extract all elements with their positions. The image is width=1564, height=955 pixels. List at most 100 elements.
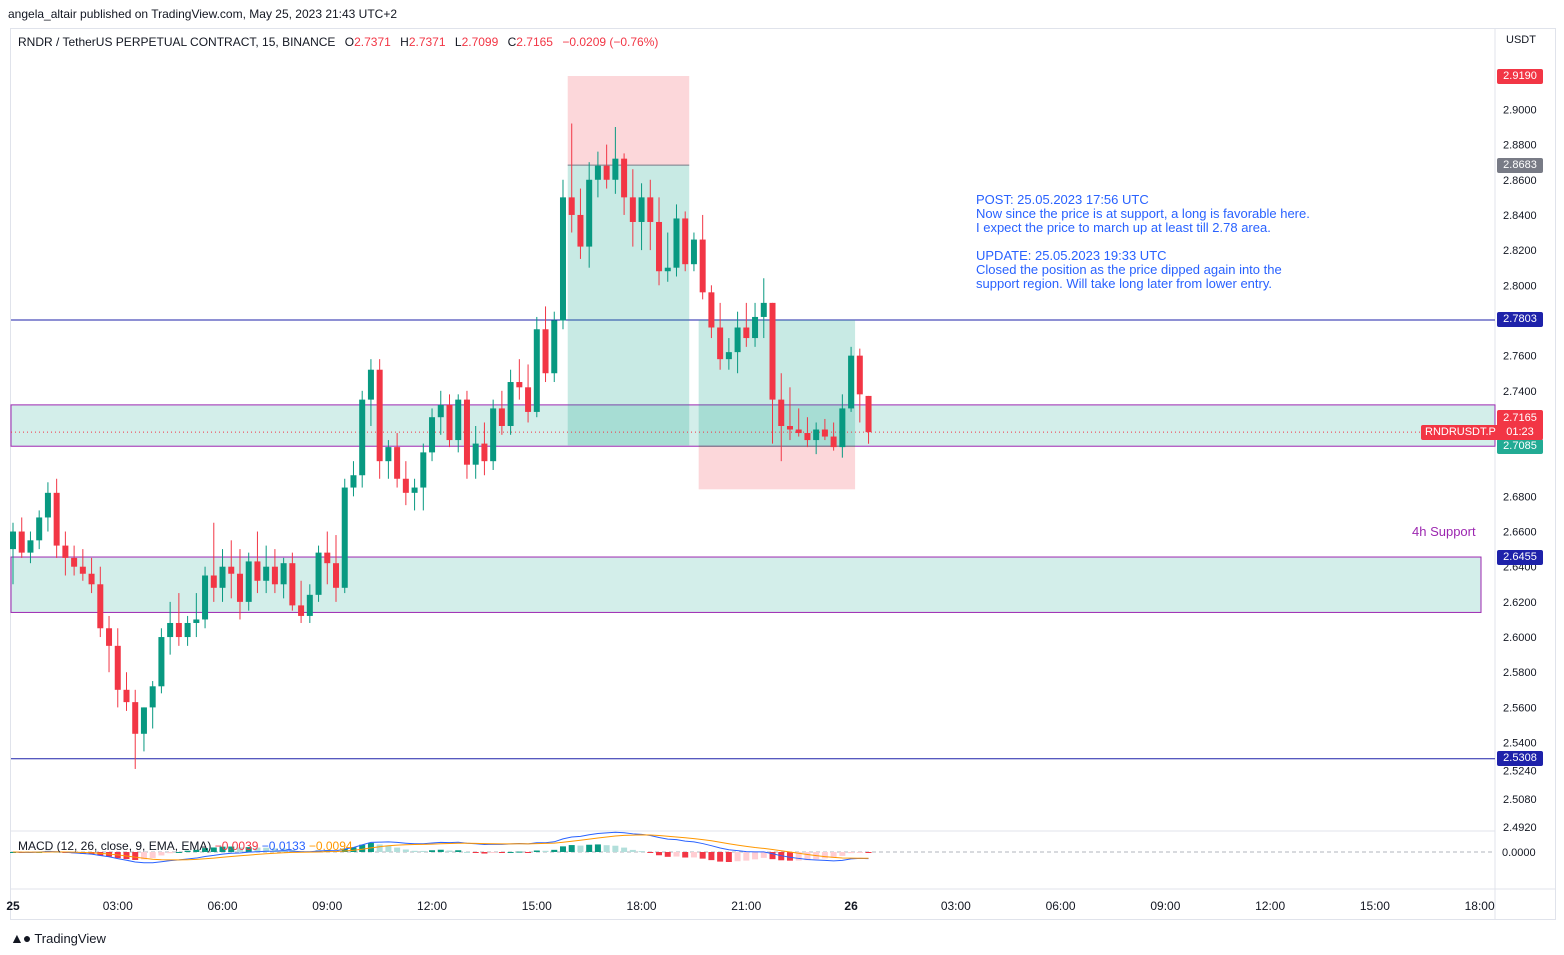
y-tick-label: 2.7400 (1503, 386, 1537, 398)
macd-signal-value: −0.0094 (308, 839, 353, 853)
x-tick-label: 18:00 (1465, 899, 1495, 913)
position-stop-zone (567, 76, 690, 166)
candle-body (708, 292, 715, 328)
macd-histogram-bar (734, 852, 741, 862)
candle-body (594, 165, 601, 180)
candle-body (542, 329, 549, 374)
macd-histogram-bar (551, 849, 558, 852)
candle-body (830, 436, 837, 448)
candle-body (690, 239, 697, 265)
candle-body (27, 540, 34, 553)
candle-body (341, 487, 348, 588)
candle-body (53, 492, 60, 546)
y-tick-label: 2.7600 (1503, 351, 1537, 363)
candle-body (603, 165, 610, 180)
price-tag: 2.5308 (1497, 751, 1543, 767)
macd-histogram-bar (577, 845, 584, 852)
close-value: 2.7165 (516, 35, 553, 49)
publisher-header: angela_altair published on TradingView.c… (8, 7, 398, 21)
candle-body (429, 417, 436, 453)
candle-body (271, 566, 278, 585)
y-tick-label: 2.5600 (1503, 702, 1537, 714)
macd-histogram-bar (708, 852, 715, 861)
macd-histogram-bar (603, 845, 610, 852)
candle-body (175, 622, 182, 638)
tradingview-brand: TradingView (34, 930, 106, 946)
macd-histogram-bar (219, 846, 226, 852)
high-value: 2.7371 (408, 35, 446, 49)
price-tag: 2.8683 (1497, 157, 1543, 173)
macd-histogram-bar (690, 852, 697, 858)
footer[interactable]: ▲● TradingView (10, 930, 106, 946)
position-stop-zone (698, 446, 856, 490)
macd-histogram-bar (725, 852, 732, 863)
candle-body (350, 475, 357, 488)
macd-histogram-bar (542, 850, 549, 852)
candle-body (839, 408, 846, 448)
macd-histogram-bar (533, 850, 540, 852)
candle-body (359, 399, 366, 476)
low-value: 2.7099 (461, 35, 499, 49)
symbol-tag: RNDRUSDT.P (1421, 424, 1500, 440)
macd-histogram-bar (656, 852, 663, 856)
candle-body (254, 561, 261, 581)
current-price-tag: 2.7165 01:23 (1497, 410, 1543, 440)
macd-histogram-bar (254, 847, 261, 852)
candle-body (472, 443, 479, 465)
candle-body (865, 395, 872, 433)
macd-histogram-bar (411, 850, 418, 852)
candle-body (577, 214, 584, 247)
macd-histogram-bar (472, 852, 479, 853)
candle-body (446, 404, 453, 441)
candle-body (856, 355, 863, 395)
price-tag: 2.7085 (1497, 438, 1543, 454)
candle-body (79, 566, 86, 574)
candle-body (821, 429, 828, 437)
candle-body (219, 566, 226, 588)
candle-body (629, 197, 636, 222)
candle-body (298, 605, 305, 616)
candle-body (315, 552, 322, 595)
y-tick-label: 2.6400 (1503, 562, 1537, 574)
x-tick-label: 25 (6, 899, 20, 913)
candle-body (280, 563, 287, 585)
x-tick-label: 15:00 (1360, 899, 1390, 913)
candle-body (586, 179, 593, 247)
macd-line (12, 831, 869, 864)
chart-area[interactable] (10, 28, 1556, 920)
macd-histogram-bar (429, 850, 436, 852)
low-label: L (454, 35, 462, 49)
macd-histogram-bar (228, 846, 235, 852)
macd-label: MACD (12, 26, close, 9, EMA, EMA) (18, 839, 212, 853)
y-tick-label: 2.8000 (1503, 280, 1537, 292)
macd-histogram-bar (175, 851, 182, 853)
macd-histogram-bar (621, 847, 628, 852)
candle-body (193, 619, 200, 623)
macd-histogram-bar (743, 852, 750, 861)
macd-legend: MACD (12, 26, close, 9, EMA, EMA) −0.003… (18, 839, 353, 853)
candle-body (804, 433, 811, 441)
tradingview-logo-icon: ▲● (10, 930, 31, 946)
candle-body (333, 563, 340, 588)
macd-signal-line (12, 834, 869, 861)
macd-histogram-bar (848, 852, 855, 854)
candle-body (559, 197, 566, 321)
candle-body (551, 320, 558, 374)
support-zone (10, 556, 1482, 613)
macd-histogram-bar (210, 847, 217, 852)
candle-body (71, 557, 78, 567)
change-value: −0.0209 (−0.76%) (562, 35, 659, 49)
candle-body (647, 197, 654, 222)
y-tick-label: 2.5080 (1503, 794, 1537, 806)
macd-histogram-bar (184, 850, 191, 852)
candle-body (411, 487, 418, 493)
macd-histogram-bar (446, 850, 453, 852)
macd-histogram-bar (236, 847, 243, 852)
macd-histogram-bar (490, 852, 497, 853)
candle-body (202, 575, 209, 620)
macd-histogram-bar (612, 845, 619, 852)
candle-body (682, 218, 689, 265)
candle-body (699, 239, 706, 293)
candle-body (167, 622, 174, 638)
